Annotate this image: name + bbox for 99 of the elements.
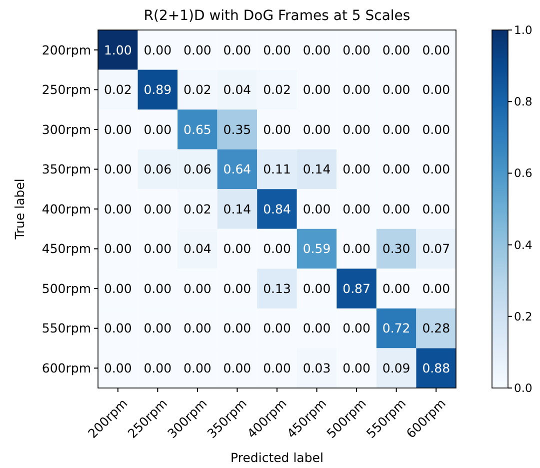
data-label: 0.04 [184,241,212,256]
data-label: 0.09 [382,360,410,376]
data-label: 0.00 [144,42,172,58]
data-label: 0.00 [184,360,212,376]
data-label: 1.00 [104,42,132,58]
data-label: 0.00 [104,360,132,376]
data-label: 0.00 [382,280,410,296]
data-label: 0.00 [223,280,252,296]
data-label: 0.00 [263,42,291,58]
color-bar-label: 0.8 [514,94,532,109]
data-label: 0.88 [422,360,450,376]
color-bar-label: 1.0 [514,23,532,38]
data-label: 0.00 [342,320,371,336]
data-label: 0.00 [184,280,212,296]
data-label: 0.00 [184,42,212,58]
data-label: 0.00 [144,280,172,296]
data-label: 0.00 [302,82,331,98]
data-label: 0.00 [144,320,172,336]
data-label: 0.64 [223,162,252,177]
data-label: 0.00 [104,122,132,137]
data-label: 0.59 [302,241,331,256]
data-label: 0.00 [144,122,172,137]
data-label: 0.30 [382,241,410,256]
data-label: 0.00 [104,201,132,216]
data-label: 0.14 [302,162,331,177]
data-label: 0.00 [422,82,450,98]
y-tick-label: 350rpm [42,162,91,177]
data-label: 0.02 [104,82,132,98]
data-label: 0.00 [223,241,252,256]
color-bar-label: 0.6 [514,166,532,180]
data-label: 0.65 [184,122,212,137]
color-bar-label: 0.2 [514,309,532,324]
data-label: 0.00 [302,201,331,216]
data-label: 0.84 [263,201,291,216]
data-label: 0.00 [422,280,450,296]
data-label: 0.72 [382,320,410,336]
y-tick-label: 600rpm [42,360,91,376]
data-label: 0.02 [263,82,291,98]
data-label: 0.87 [342,280,370,296]
y-tick-label: 500rpm [42,280,91,296]
data-label: 0.89 [144,82,172,98]
data-label: 0.00 [104,280,132,296]
data-label: 0.00 [223,360,252,376]
data-label: 0.00 [342,162,371,177]
y-tick-label: 250rpm [42,82,91,98]
color-bar-label: 0.0 [514,381,532,396]
data-label: 0.00 [382,162,410,177]
data-label: 0.07 [422,241,450,256]
y-tick-label: 400rpm [42,201,91,216]
chart-title: R(2+1)D with DoG Frames at 5 Scales [144,8,410,24]
data-label: 0.35 [223,122,252,137]
data-label: 0.02 [184,82,212,98]
data-label: 0.00 [302,122,331,137]
data-label: 0.00 [144,360,172,376]
data-label: 0.03 [302,360,331,376]
data-label: 0.00 [263,360,291,376]
y-tick-label: 200rpm [42,42,91,58]
color-bar-label: 0.4 [514,238,532,252]
data-label: 0.00 [422,42,450,58]
data-label: 0.00 [342,122,371,137]
x-axis-title: Predicted label [230,450,324,465]
data-label: 0.00 [302,320,331,336]
y-tick-label: 300rpm [42,122,91,137]
data-label: 0.00 [342,42,371,58]
data-label: 0.00 [302,280,331,296]
y-tick-label: 450rpm [42,241,91,256]
data-label: 0.00 [263,241,291,256]
data-label: 0.00 [382,122,410,137]
data-label: 0.00 [382,201,410,216]
data-label: 0.00 [382,82,410,98]
y-tick-label: 550rpm [42,320,91,336]
data-label: 0.28 [422,320,450,336]
data-label: 0.06 [144,162,172,177]
data-label: 0.00 [342,360,371,376]
data-label: 0.00 [263,320,291,336]
data-label: 0.14 [223,201,252,216]
y-axis-title: True label [12,178,27,240]
data-label: 0.00 [184,320,212,336]
data-label: 0.13 [263,280,291,296]
data-label: 0.00 [422,201,450,216]
data-label: 0.02 [184,201,212,216]
data-label: 0.00 [144,201,172,216]
data-label: 0.00 [104,320,132,336]
data-label: 0.06 [184,162,212,177]
data-label: 0.00 [104,162,132,177]
data-label: 0.00 [223,320,252,336]
data-label: 0.11 [263,162,291,177]
data-label: 0.00 [302,42,331,58]
data-label: 0.00 [144,241,172,256]
data-label: 0.00 [382,42,410,58]
data-label: 0.00 [422,162,450,177]
data-label: 0.04 [223,82,252,98]
data-label: 0.00 [263,122,291,137]
data-label: 0.00 [422,122,450,137]
data-label: 0.00 [104,241,132,256]
data-label: 0.00 [342,241,371,256]
data-label: 0.00 [342,82,371,98]
data-label: 0.00 [223,42,252,58]
data-label: 0.00 [342,201,371,216]
